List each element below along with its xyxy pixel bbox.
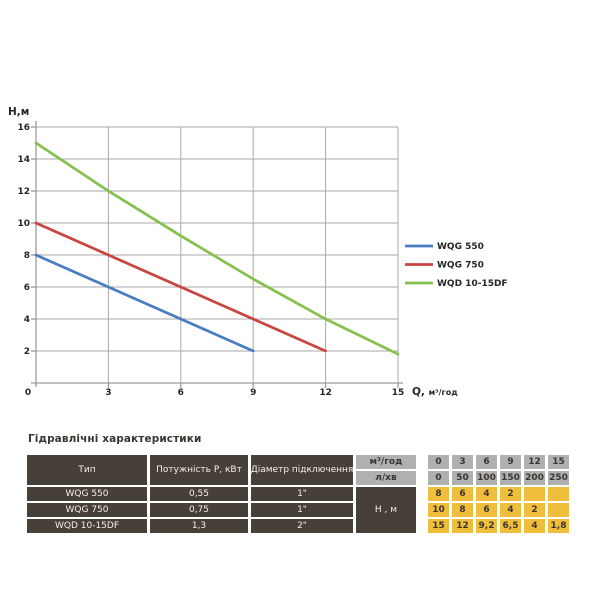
pump-type: WQG 750 [27,503,147,517]
flow-value: 0 [428,471,449,485]
column-header-3: Діаметр підключення [251,455,353,485]
y-tick-label: 4 [24,315,30,325]
head-value: 4 [476,487,497,501]
head-value: 2 [500,487,521,501]
head-value: 1,8 [548,519,569,533]
head-value: 8 [452,503,473,517]
y-tick-label: 16 [17,123,30,133]
flow-value: 12 [524,455,545,469]
flow-value: 0 [428,455,449,469]
x-tick-label: 9 [250,388,256,398]
x-tick-label: 6 [178,388,184,398]
x-tick-label: 0 [25,388,31,398]
y-tick-label: 10 [17,219,30,229]
head-value [524,487,545,501]
pump-diameter: 2" [251,519,353,533]
column-header-2: Потужність Р, кВт [150,455,248,485]
pump-power: 1,3 [150,519,248,533]
x-tick-label: 15 [392,388,405,398]
flow-value: 3 [452,455,473,469]
table-title: Гідравлічні характеристики [28,433,202,445]
column-header-1: Тип [27,455,147,485]
flow-value: 50 [452,471,473,485]
flow-value: 100 [476,471,497,485]
pump-power: 0,55 [150,487,248,501]
series-line-wqg-750 [34,221,327,353]
series-line-wqd-10-15df [34,141,400,356]
pump-type: WQD 10-15DF [27,519,147,533]
hydraulic-characteristics-table: Тип Потужність Р, кВт Діаметр підключення м… [27,455,569,533]
legend-label-3: WQD 10-15DF [437,279,508,289]
pump-diameter: 1" [251,503,353,517]
pump-power: 0,75 [150,503,248,517]
head-value: 6 [452,487,473,501]
head-value: 15 [428,519,449,533]
head-value: 10 [428,503,449,517]
head-value: 2 [524,503,545,517]
legend-label-2: WQG 750 [437,261,484,271]
y-tick-label: 2 [24,347,30,357]
flow-unit-label-1: м³/год [356,455,416,469]
head-value: 9,2 [476,519,497,533]
head-value: 4 [500,503,521,517]
flow-value: 150 [500,471,521,485]
y-tick-label: 8 [24,251,30,261]
x-tick-label: 12 [319,388,332,398]
y-tick-label: 12 [17,187,30,197]
flow-value: 200 [524,471,545,485]
pump-type: WQG 550 [27,487,147,501]
head-value [548,503,569,517]
y-tick-label: 6 [24,283,30,293]
y-axis-title: Н,м [8,106,29,118]
pump-diameter: 1" [251,487,353,501]
flow-value: 250 [548,471,569,485]
head-value: 4 [524,519,545,533]
x-tick-label: 3 [105,388,111,398]
head-unit-label: Н , м [356,487,416,533]
flow-value: 15 [548,455,569,469]
series-line-wqg-550 [34,253,255,353]
x-axis-title: Q, м³/год [412,386,458,398]
flow-value: 9 [500,455,521,469]
flow-unit-label-2: л/хв [356,471,416,485]
head-value: 8 [428,487,449,501]
y-tick-label: 14 [17,155,30,165]
flow-value: 6 [476,455,497,469]
head-value: 12 [452,519,473,533]
pump-performance-chart: 2 4 6 8 10 12 14 16 0 3 6 9 12 15 Н,м Q, м³/год WQG 550 W… [8,106,508,398]
head-value: 6,5 [500,519,521,533]
head-value: 6 [476,503,497,517]
legend-label-1: WQG 550 [437,242,484,252]
head-value [548,487,569,501]
